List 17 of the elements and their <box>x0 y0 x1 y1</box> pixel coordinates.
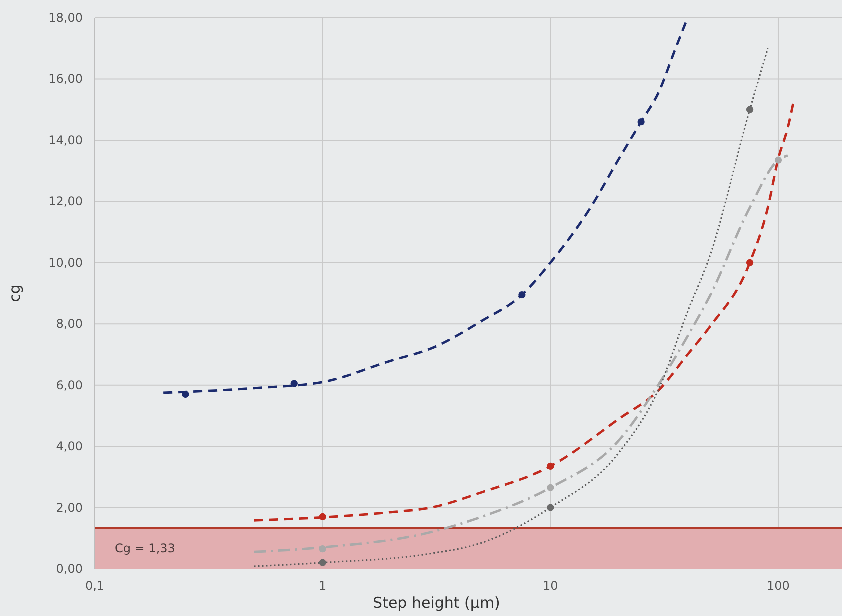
y-tick-label: 18,00 <box>48 11 83 25</box>
y-tick-label: 6,00 <box>56 378 83 392</box>
x-tick-label: 100 <box>767 579 790 593</box>
x-axis-title: Step height (µm) <box>373 594 500 612</box>
x-tick-label: 1 <box>319 579 327 593</box>
y-tick-label: 12,00 <box>48 194 83 209</box>
x-tick-label: 10 <box>543 579 558 593</box>
y-tick-label: 0,00 <box>56 562 83 576</box>
y-tick-label: 2,00 <box>56 500 83 515</box>
x-tick-label: 0,1 <box>85 579 105 593</box>
band-label: Cg = 1,33 <box>115 542 176 556</box>
y-tick-label: 4,00 <box>56 440 83 454</box>
y-tick-label: 14,00 <box>48 133 83 148</box>
y-tick-label: 10,00 <box>48 256 83 270</box>
y-tick-label: 16,00 <box>48 72 83 86</box>
y-axis-title: cg <box>6 284 24 302</box>
y-tick-label: 8,00 <box>56 317 83 332</box>
